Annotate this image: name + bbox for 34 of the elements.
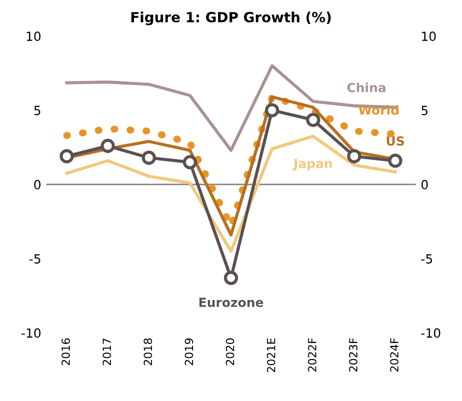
x-tick-label: 2022F — [308, 338, 316, 372]
point — [264, 103, 280, 118]
x-tick-label: 2021E — [266, 338, 276, 372]
y2-tick-label: 0 — [421, 180, 428, 190]
point — [142, 150, 156, 165]
point — [388, 154, 402, 168]
series-label: Eurozone — [199, 298, 264, 308]
series-label: Japan — [292, 158, 332, 171]
y-tick-label: 5 — [34, 106, 40, 116]
y-tick-label: 10 — [26, 32, 41, 42]
x-tick-label: 2018 — [144, 338, 152, 366]
y-tick-label: -5 — [29, 254, 40, 264]
x-tick-label: 2019 — [184, 338, 194, 366]
y-tick-label: 0 — [34, 180, 41, 190]
point — [347, 149, 362, 164]
x-tick-label: 2023F — [349, 338, 358, 372]
point — [182, 155, 198, 170]
y-tick-label: -10 — [22, 328, 41, 338]
point — [60, 149, 74, 164]
y2-tick-label: -10 — [421, 328, 440, 338]
point — [100, 138, 115, 153]
chart-title: Figure 1: GDP Growth (%) — [131, 12, 331, 26]
series-label: China — [347, 82, 386, 92]
x-tick-label: 2024F — [390, 338, 398, 372]
y2-tick-label: 10 — [422, 32, 436, 42]
series-label: World — [358, 105, 398, 115]
x-tick-label: 2016 — [62, 338, 70, 366]
y2-tick-label: 5 — [422, 106, 428, 116]
y2-tick-label: -5 — [421, 254, 432, 264]
point — [306, 112, 320, 128]
x-tick-label: 2020 — [226, 338, 234, 366]
series-label: US — [386, 136, 404, 146]
point — [224, 270, 238, 286]
x-tick-label: 2017 — [102, 338, 112, 366]
